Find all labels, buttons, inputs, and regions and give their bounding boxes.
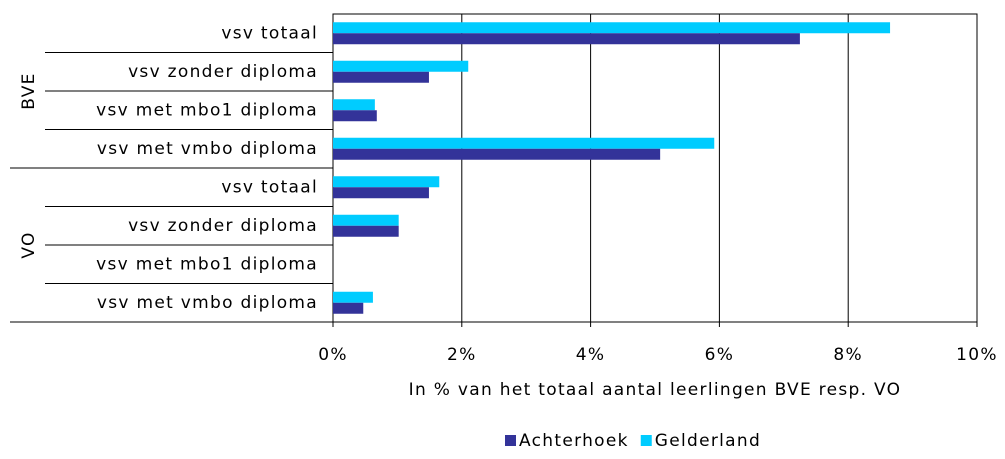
category-label: vsv met vmbo diploma	[97, 139, 318, 159]
x-tick-label: 8%	[833, 345, 863, 365]
bar	[333, 225, 399, 237]
legend-label: Achterhoek	[519, 431, 629, 451]
bar	[333, 99, 375, 111]
bar	[333, 33, 800, 45]
category-label: vsv zonder diploma	[128, 216, 318, 236]
x-tick-label: 10%	[956, 345, 998, 365]
legend-label: Gelderland	[655, 431, 761, 451]
plot-frame	[332, 13, 978, 323]
bar	[333, 110, 377, 122]
category-label: vsv met vmbo diploma	[97, 293, 318, 313]
bar	[333, 71, 429, 83]
bar	[333, 137, 715, 149]
bar	[333, 60, 469, 72]
x-tick-label: 4%	[576, 345, 606, 365]
legend-swatch	[505, 435, 516, 446]
bar	[333, 22, 891, 34]
legend-swatch	[640, 435, 652, 446]
group-label: BVE	[19, 72, 39, 109]
category-label: vsv met mbo1 diploma	[96, 100, 318, 120]
bar	[333, 148, 661, 160]
x-tick-label: 0%	[318, 345, 348, 365]
bar	[333, 176, 440, 188]
category-label: vsv met mbo1 diploma	[96, 254, 318, 274]
category-label: vsv totaal	[221, 177, 318, 197]
bar	[333, 187, 429, 199]
x-tick-label: 2%	[447, 345, 477, 365]
x-tick-label: 6%	[705, 345, 735, 365]
bar	[333, 291, 373, 303]
bar	[333, 214, 399, 226]
group-label: VO	[19, 231, 39, 258]
bar	[333, 302, 364, 314]
x-axis-title: In % van het totaal aantal leerlingen BV…	[409, 380, 902, 400]
category-label: vsv totaal	[221, 23, 318, 43]
category-label: vsv zonder diploma	[128, 62, 318, 82]
